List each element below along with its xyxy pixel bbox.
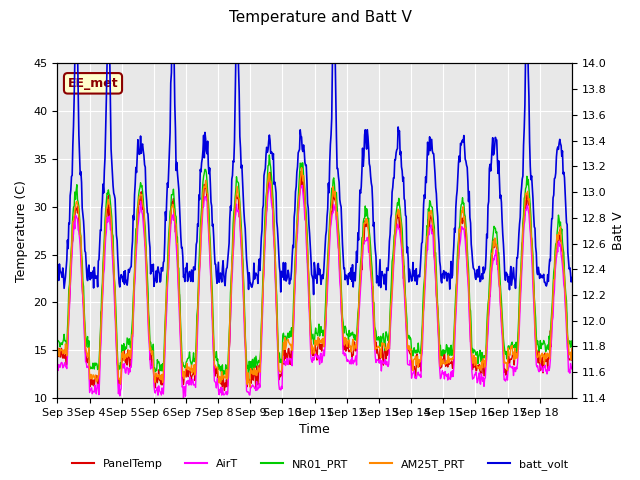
Y-axis label: Temperature (C): Temperature (C) <box>15 180 28 282</box>
Legend: PanelTemp, AirT, NR01_PRT, AM25T_PRT, batt_volt: PanelTemp, AirT, NR01_PRT, AM25T_PRT, ba… <box>68 455 572 474</box>
Text: Temperature and Batt V: Temperature and Batt V <box>228 10 412 24</box>
Y-axis label: Batt V: Batt V <box>612 211 625 250</box>
X-axis label: Time: Time <box>300 423 330 436</box>
Text: EE_met: EE_met <box>68 77 118 90</box>
